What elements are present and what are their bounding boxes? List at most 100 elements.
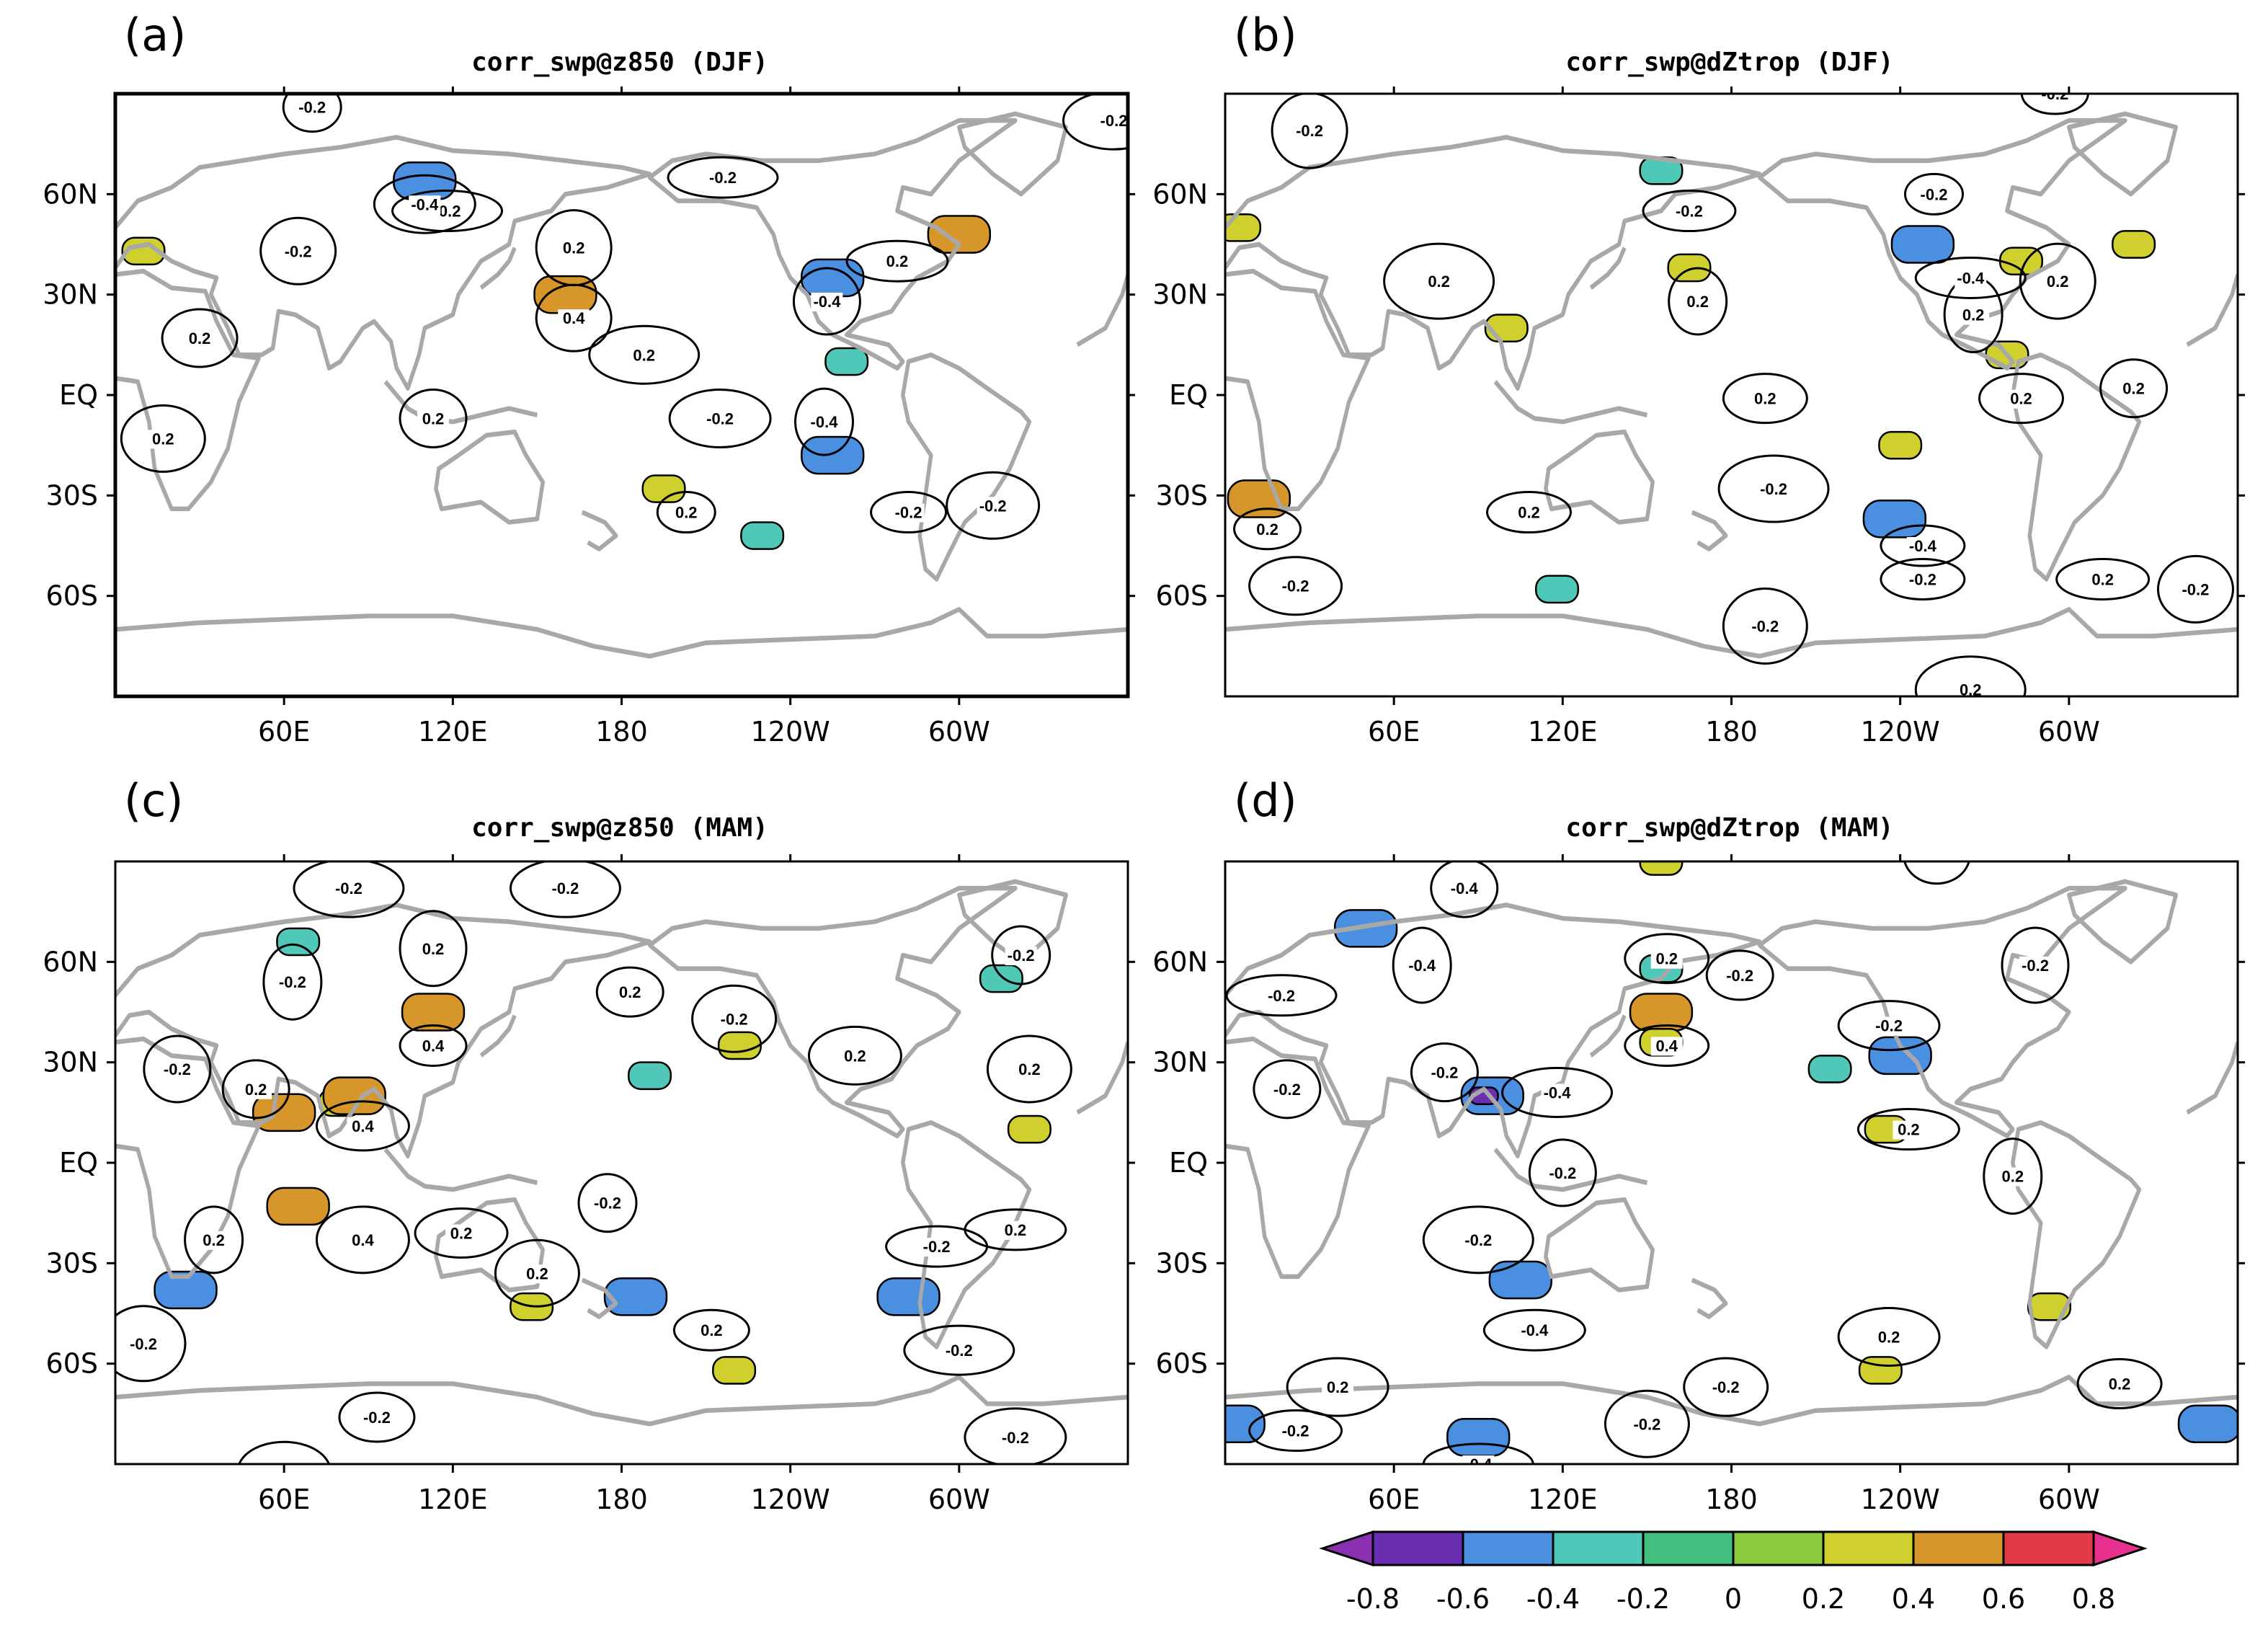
contour-label: 0.2 [1005,1221,1027,1239]
contour-label: -0.2 [2041,85,2068,103]
contour-label-bg [811,292,843,311]
contour-line [588,324,701,385]
contour-line [1501,1066,1614,1118]
contour-label: 0.2 [2091,570,2114,588]
contour-label-bg [1893,1120,1925,1140]
shaded-region [717,1031,762,1060]
contour-line [672,1308,750,1352]
y-tick-label: 30N [43,1047,98,1078]
contour-line [1705,949,1774,1001]
shaded-region [1858,1356,1903,1385]
shaded-region [401,993,466,1032]
y-tick-label: 60N [43,178,98,210]
contour-label-bg [161,1060,193,1079]
y-tick-label: 60N [43,946,98,977]
contour-line [1856,1108,1960,1151]
contour-label-bg [670,503,703,523]
contour-label-bg [1541,1083,1573,1103]
contour-label-bg [808,413,840,433]
contour-label-bg [147,430,179,449]
contour-line [1722,373,1808,425]
contour-line [667,156,779,199]
contour-line [1604,1389,1690,1458]
contour-label-bg [558,239,590,258]
contour-label: 0.2 [1686,293,1709,311]
contour-label: 0.2 [563,239,585,257]
contour-label: 0.2 [1327,1378,1349,1396]
y-tick-label: EQ [1169,1147,1208,1179]
contour-label-bg [417,1037,450,1056]
contour-label: 0.2 [203,1231,225,1249]
x-tick-label: 120W [751,1484,830,1515]
x-tick-label: 120E [418,1484,488,1515]
contour-label-bg [2104,1375,2136,1394]
contour-label: -0.2 [1002,1429,1029,1447]
contour-label: -0.2 [1676,203,1703,221]
contour-label: -0.2 [1282,577,1309,595]
contour-line [2099,358,2169,419]
contour-line [2019,242,2096,320]
contour-line [1233,507,1302,551]
contour-label: 0.2 [526,1264,548,1282]
contour-line [161,308,239,368]
shaded-region [1446,1418,1511,1457]
shaded-region [1862,500,1927,538]
contour-label-bg [999,1428,1031,1448]
contour-label: -0.2 [2182,580,2209,598]
contour-label-bg [707,169,739,188]
colorbar-tick-label: 0.8 [2072,1583,2115,1615]
contour-line [414,1207,509,1259]
contour-label-bg [1406,956,1438,975]
y-tick-label: 30S [1156,1247,1208,1279]
contour-label-bg [1513,503,1545,523]
contour-line [1248,556,1343,616]
contour-label: -0.2 [551,879,579,897]
contour-line [903,1324,1015,1376]
colorbar-high-arrow [2092,1530,2148,1567]
shaded-region [740,521,785,550]
y-tick-label: 60N [1152,178,1208,210]
contour-label: -0.2 [298,99,326,117]
contour-label: 0.4 [352,1117,374,1135]
contour-label-bg [1251,520,1284,539]
contour-label-bg [1955,269,1987,288]
shaded-region [1667,253,1712,283]
contour-label-bg [1098,112,1128,131]
shaded-region [1227,479,1291,518]
contour-line [1837,1000,1941,1052]
shaded-region [801,258,865,298]
contour-label-bg [1921,861,1953,865]
contour-line [845,239,949,283]
contour-label: -0.2 [164,1060,191,1078]
contour-label: -0.2 [1923,846,1950,864]
contour-label-bg [1957,306,1990,325]
y-tick-label: 60S [1156,1348,1208,1380]
contour-line [1914,256,2027,299]
shaded-region [2177,1404,2238,1444]
contour-label: 0.2 [844,1047,866,1065]
panel-label: (b) [1234,9,1297,61]
shaded-region [266,1187,330,1226]
shaded-region [1890,225,1955,264]
contour-label-bg [2179,580,2212,600]
x-tick-label: 60E [1368,716,1420,748]
contour-label-bg [1279,1422,1312,1441]
contour-label: 0.2 [2122,380,2145,398]
contour-line [991,925,1051,985]
contour-label: -0.2 [335,879,363,897]
contour-label-bg [549,879,582,899]
contour-label: -0.2 [1875,1017,1903,1035]
contour-label-bg [1322,1378,1354,1398]
contour-label-bg [1673,202,1705,221]
contour-label-bg [839,1047,871,1066]
x-tick-label: 120W [751,716,830,748]
contour-line [1903,861,1970,885]
panel-label: (d) [1234,774,1297,827]
y-tick-label: EQ [1169,379,1208,411]
map-area: -0.2 -0.2 -0.2 -0.2 0.2 0.4 0.2 0.4 0.4 0.2 0.2 0.2… [115,861,1128,1464]
contour-line [1642,190,1737,233]
map-area: -0.2 -0.2 -0.2 -0.4 0.2 0.2 0.2 0.2 0.2 0.2 0.2 -0.… [1225,85,2238,696]
contour-label-bg [718,1010,750,1029]
y-tick-label: 60S [1156,580,1208,612]
contour-label: 0.2 [1898,1121,1920,1139]
